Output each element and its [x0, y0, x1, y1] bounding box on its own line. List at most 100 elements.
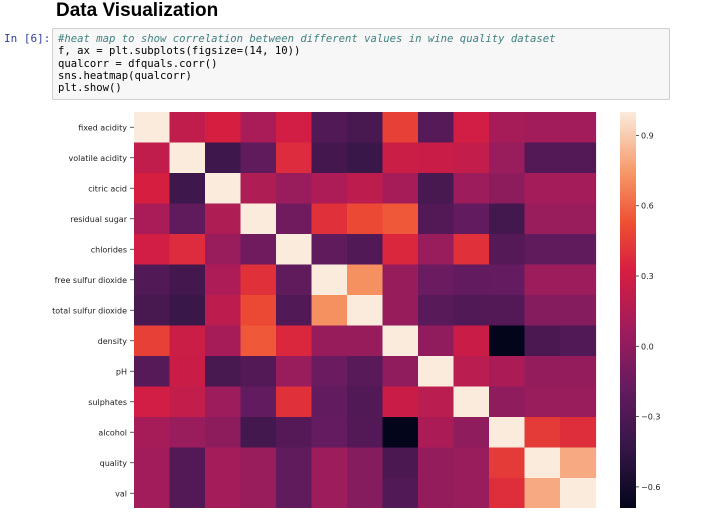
heatmap-cell: [382, 112, 419, 144]
heatmap-cell: [240, 356, 277, 388]
heatmap-cell: [276, 417, 313, 449]
heatmap-cell: [560, 478, 597, 510]
heatmap-cell: [134, 173, 171, 205]
heatmap-cell: [453, 173, 490, 205]
heatmap-cell: [560, 386, 597, 418]
heatmap-cell: [560, 417, 597, 449]
heatmap-cell: [205, 386, 242, 418]
heatmap-cell: [382, 264, 419, 296]
heatmap-cell: [311, 386, 348, 418]
heatmap-cell: [560, 447, 597, 479]
heatmap-cell: [382, 447, 419, 479]
heatmap-cell: [560, 264, 597, 296]
code-text[interactable]: #heat map to show correlation between di…: [58, 33, 555, 94]
heatmap-cell: [524, 234, 561, 266]
heatmap-cell: [347, 203, 384, 235]
heatmap-cell: [347, 325, 384, 357]
heatmap-cell: [205, 173, 242, 205]
heatmap-cell: [205, 356, 242, 388]
y-tick-label: val: [115, 489, 127, 498]
heatmap-cell: [418, 295, 455, 327]
heatmap-cell: [489, 234, 526, 266]
heatmap-cell: [382, 173, 419, 205]
heatmap-cell: [347, 112, 384, 144]
heatmap-cell: [489, 447, 526, 479]
y-tick-label: residual sugar: [70, 215, 127, 224]
y-tick-label: chlorides: [91, 245, 127, 254]
heatmap-cell: [169, 112, 206, 144]
heatmap-cell: [240, 203, 277, 235]
y-tick-label: sulphates: [88, 398, 127, 407]
heatmap-cell: [418, 478, 455, 510]
code-cell-editor[interactable]: #heat map to show correlation between di…: [52, 28, 670, 100]
heatmap-cell: [311, 264, 348, 296]
heatmap-cell: [240, 417, 277, 449]
y-tick-label: volatile acidity: [69, 154, 128, 163]
heatmap-cell: [524, 203, 561, 235]
heatmap-cell: [240, 112, 277, 144]
heatmap-cell: [134, 325, 171, 357]
heatmap-cell: [276, 325, 313, 357]
heatmap-cell: [169, 447, 206, 479]
heatmap-cell: [134, 234, 171, 266]
heatmap-cell: [169, 203, 206, 235]
heatmap-cell: [311, 295, 348, 327]
heatmap-cell: [418, 417, 455, 449]
correlation-heatmap: fixed acidity volatile acidity citric acid…: [52, 112, 660, 510]
heatmap-cell: [560, 295, 597, 327]
heatmap-cell: [489, 142, 526, 174]
heatmap-cell: [418, 447, 455, 479]
heatmap-cell: [205, 203, 242, 235]
heatmap-cell: [134, 142, 171, 174]
heatmap-cell: [311, 356, 348, 388]
heatmap-cell: [276, 234, 313, 266]
heatmap-cell: [347, 173, 384, 205]
heatmap-cell: [205, 478, 242, 510]
y-tick-label: fixed acidity: [78, 123, 127, 132]
cell-input-prompt: In [6]:: [4, 32, 51, 45]
code-line: f, ax = plt.subplots(figsize=(14, 10)): [58, 45, 301, 58]
heatmap-cell: [311, 203, 348, 235]
heatmap-cell: [205, 325, 242, 357]
heatmap-cell: [205, 234, 242, 266]
heatmap-cell: [489, 386, 526, 418]
heatmap-cell: [169, 173, 206, 205]
code-comment-line: #heat map to show correlation between di…: [58, 33, 556, 45]
heatmap-cell: [169, 478, 206, 510]
heatmap-cell: [418, 142, 455, 174]
heatmap-cell: [276, 356, 313, 388]
heatmap-cell: [347, 356, 384, 388]
heatmap-cell: [205, 417, 242, 449]
heatmap-cell: [134, 478, 171, 510]
heatmap-cell: [276, 173, 313, 205]
heatmap-cell: [311, 478, 348, 510]
heatmap-cell: [524, 478, 561, 510]
heatmap-cell: [489, 417, 526, 449]
heatmap-cell: [347, 478, 384, 510]
heatmap-cell: [453, 112, 490, 144]
heatmap-cell: [453, 264, 490, 296]
heatmap-cell: [134, 447, 171, 479]
heatmap-cell: [560, 325, 597, 357]
heatmap-cell: [240, 234, 277, 266]
heatmap-cell: [311, 112, 348, 144]
heatmap-cell: [240, 478, 277, 510]
heatmap-cell: [276, 386, 313, 418]
heatmap-cell: [524, 142, 561, 174]
code-line: qualcorr = dfquals.corr(): [58, 57, 218, 70]
heatmap-cell: [169, 234, 206, 266]
heatmap-cell: [453, 478, 490, 510]
heatmap-cell: [169, 264, 206, 296]
heatmap-cell: [311, 325, 348, 357]
heatmap-cell: [276, 112, 313, 144]
heatmap-cell: [453, 325, 490, 357]
code-line: plt.show(): [58, 82, 122, 95]
heatmap-cell: [489, 478, 526, 510]
heatmap-cell: [382, 417, 419, 449]
heatmap-cell: [418, 203, 455, 235]
heatmap-cell: [560, 203, 597, 235]
heatmap-cell: [524, 325, 561, 357]
heatmap-cell: [453, 417, 490, 449]
y-tick-label: alcohol: [98, 428, 127, 437]
heatmap-cell: [276, 478, 313, 510]
